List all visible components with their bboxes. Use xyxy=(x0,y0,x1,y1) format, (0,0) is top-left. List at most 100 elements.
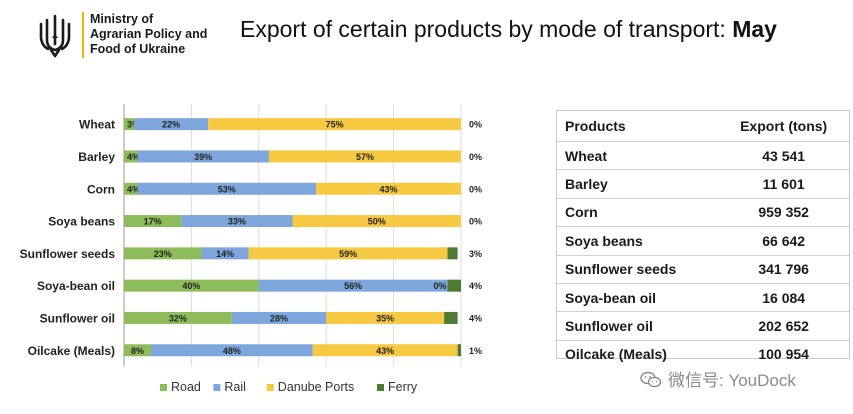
data-label: 4% xyxy=(469,281,482,291)
category-label: Soya beans xyxy=(48,215,115,229)
bar-segment-road xyxy=(124,247,202,260)
data-label: 3% xyxy=(469,249,482,259)
category-label: Barley xyxy=(78,150,115,164)
data-label: 4% xyxy=(127,152,140,162)
export-cell: 43 541 xyxy=(718,141,849,171)
bar-segment-rail xyxy=(181,215,293,228)
bar-segment-road xyxy=(124,311,232,324)
ministry-line-3: Food of Ukraine xyxy=(90,42,186,56)
col-header-export: Export (tons) xyxy=(718,111,849,142)
legend-swatch xyxy=(266,384,274,391)
product-cell: Sunflower seeds xyxy=(557,255,719,284)
data-label: 0% xyxy=(434,281,447,291)
wechat-icon xyxy=(640,371,662,388)
data-label: 4% xyxy=(127,184,140,194)
watermark: 微信号: YouDock xyxy=(640,366,796,391)
data-label: 33% xyxy=(228,217,246,227)
legend-label: Ferry xyxy=(388,380,418,394)
data-label: 35% xyxy=(376,313,394,323)
data-label: 0% xyxy=(469,152,482,162)
bar-segment-danube-ports xyxy=(248,247,448,260)
bar-segment-rail xyxy=(201,247,249,260)
page-title: Export of certain products by mode of tr… xyxy=(240,16,777,43)
product-cell: Barley xyxy=(557,169,719,199)
product-cell: Sunflower oil xyxy=(557,311,719,341)
export-table: Products Export (tons) Wheat 43 541 Barle… xyxy=(556,110,850,362)
data-label: 53% xyxy=(218,184,236,194)
bar-segment-rail xyxy=(150,344,313,357)
export-cell: 11 601 xyxy=(718,169,849,199)
product-cell: Soya-bean oil xyxy=(557,283,719,313)
bar-segment-road xyxy=(124,150,138,163)
bar-segment-rail xyxy=(134,118,209,131)
header-divider xyxy=(82,12,84,58)
data-label: 23% xyxy=(154,249,172,259)
legend-label: Rail xyxy=(224,380,246,394)
transport-mode-chart: Wheat 3% 22% 75% 0% Barley 4% 39% 57% 0% Corn 4% 53%… xyxy=(20,104,482,394)
data-label: 8% xyxy=(131,346,144,356)
data-label: 43% xyxy=(380,184,398,194)
table-header-row: Products Export (tons) xyxy=(557,111,849,142)
table-row: Oilcake (Meals) 100 954 xyxy=(557,340,849,368)
category-label: Soya-bean oil xyxy=(37,279,115,293)
product-cell: Soya beans xyxy=(557,226,719,256)
bar-segment-rail xyxy=(137,182,317,195)
bar-segment-ferry xyxy=(457,344,461,357)
data-label: 40% xyxy=(182,281,200,291)
bar-segment-danube-ports xyxy=(292,215,461,228)
bar-segment-road xyxy=(124,182,138,195)
bar-segment-rail xyxy=(231,311,327,324)
table-row: Soya-bean oil 16 084 xyxy=(557,283,849,313)
bar-segment-ferry xyxy=(447,279,461,292)
data-label: 57% xyxy=(356,152,374,162)
table-row: Barley 11 601 xyxy=(557,169,849,199)
bar-segment-danube-ports xyxy=(208,118,461,131)
ministry-line-1: Ministry of xyxy=(90,12,154,26)
export-cell: 100 954 xyxy=(758,346,809,363)
legend-swatch xyxy=(377,384,384,391)
data-label: 1% xyxy=(469,346,482,356)
bar-segment-danube-ports xyxy=(268,150,461,163)
title-month: May xyxy=(732,16,777,42)
bar-segment-danube-ports xyxy=(312,344,458,357)
data-label: 48% xyxy=(223,346,241,356)
data-label: 59% xyxy=(339,249,357,259)
bar-segment-danube-ports xyxy=(316,182,461,195)
data-label: 43% xyxy=(376,346,394,356)
bar-segment-road xyxy=(124,215,182,228)
product-cell: Wheat xyxy=(557,141,719,171)
category-label: Corn xyxy=(87,182,115,196)
table-row: Wheat 43 541 xyxy=(557,141,849,171)
bar-segment-road xyxy=(124,279,259,292)
data-label: 56% xyxy=(344,281,362,291)
ministry-name: Ministry of Agrarian Policy and Food of … xyxy=(90,12,240,57)
category-label: Oilcake (Meals) xyxy=(28,344,115,358)
bar-segment-road xyxy=(124,344,151,357)
export-cell: 959 352 xyxy=(718,198,849,228)
legend-swatch xyxy=(213,384,221,391)
category-label: Sunflower seeds xyxy=(20,247,116,261)
table-row: Corn 959 352 xyxy=(557,198,849,228)
data-label: 75% xyxy=(326,120,344,130)
legend-swatch xyxy=(160,384,167,391)
data-label: 17% xyxy=(144,217,162,227)
bar-segment-danube-ports xyxy=(326,311,445,324)
product-cell: Oilcake (Meals) xyxy=(565,346,667,363)
data-label: 50% xyxy=(368,217,386,227)
legend-label: Danube Ports xyxy=(278,380,354,394)
watermark-text: 微信号: YouDock xyxy=(668,371,796,390)
table-row: Sunflower seeds 341 796 xyxy=(557,255,849,284)
data-label: 0% xyxy=(469,120,482,130)
bar-segment-road xyxy=(124,118,135,131)
bar-segment-ferry xyxy=(447,247,458,260)
export-cell: 16 084 xyxy=(718,283,849,313)
bar-segment-ferry xyxy=(444,311,458,324)
title-text: Export of certain products by mode of tr… xyxy=(240,16,733,42)
data-label: 4% xyxy=(469,313,482,323)
data-label: 0% xyxy=(469,217,482,227)
ministry-line-2: Agrarian Policy and xyxy=(90,27,208,41)
table-row: Sunflower oil 202 652 xyxy=(557,311,849,341)
data-label: 28% xyxy=(270,313,288,323)
data-label: 0% xyxy=(469,184,482,194)
table-row: Soya beans 66 642 xyxy=(557,226,849,256)
